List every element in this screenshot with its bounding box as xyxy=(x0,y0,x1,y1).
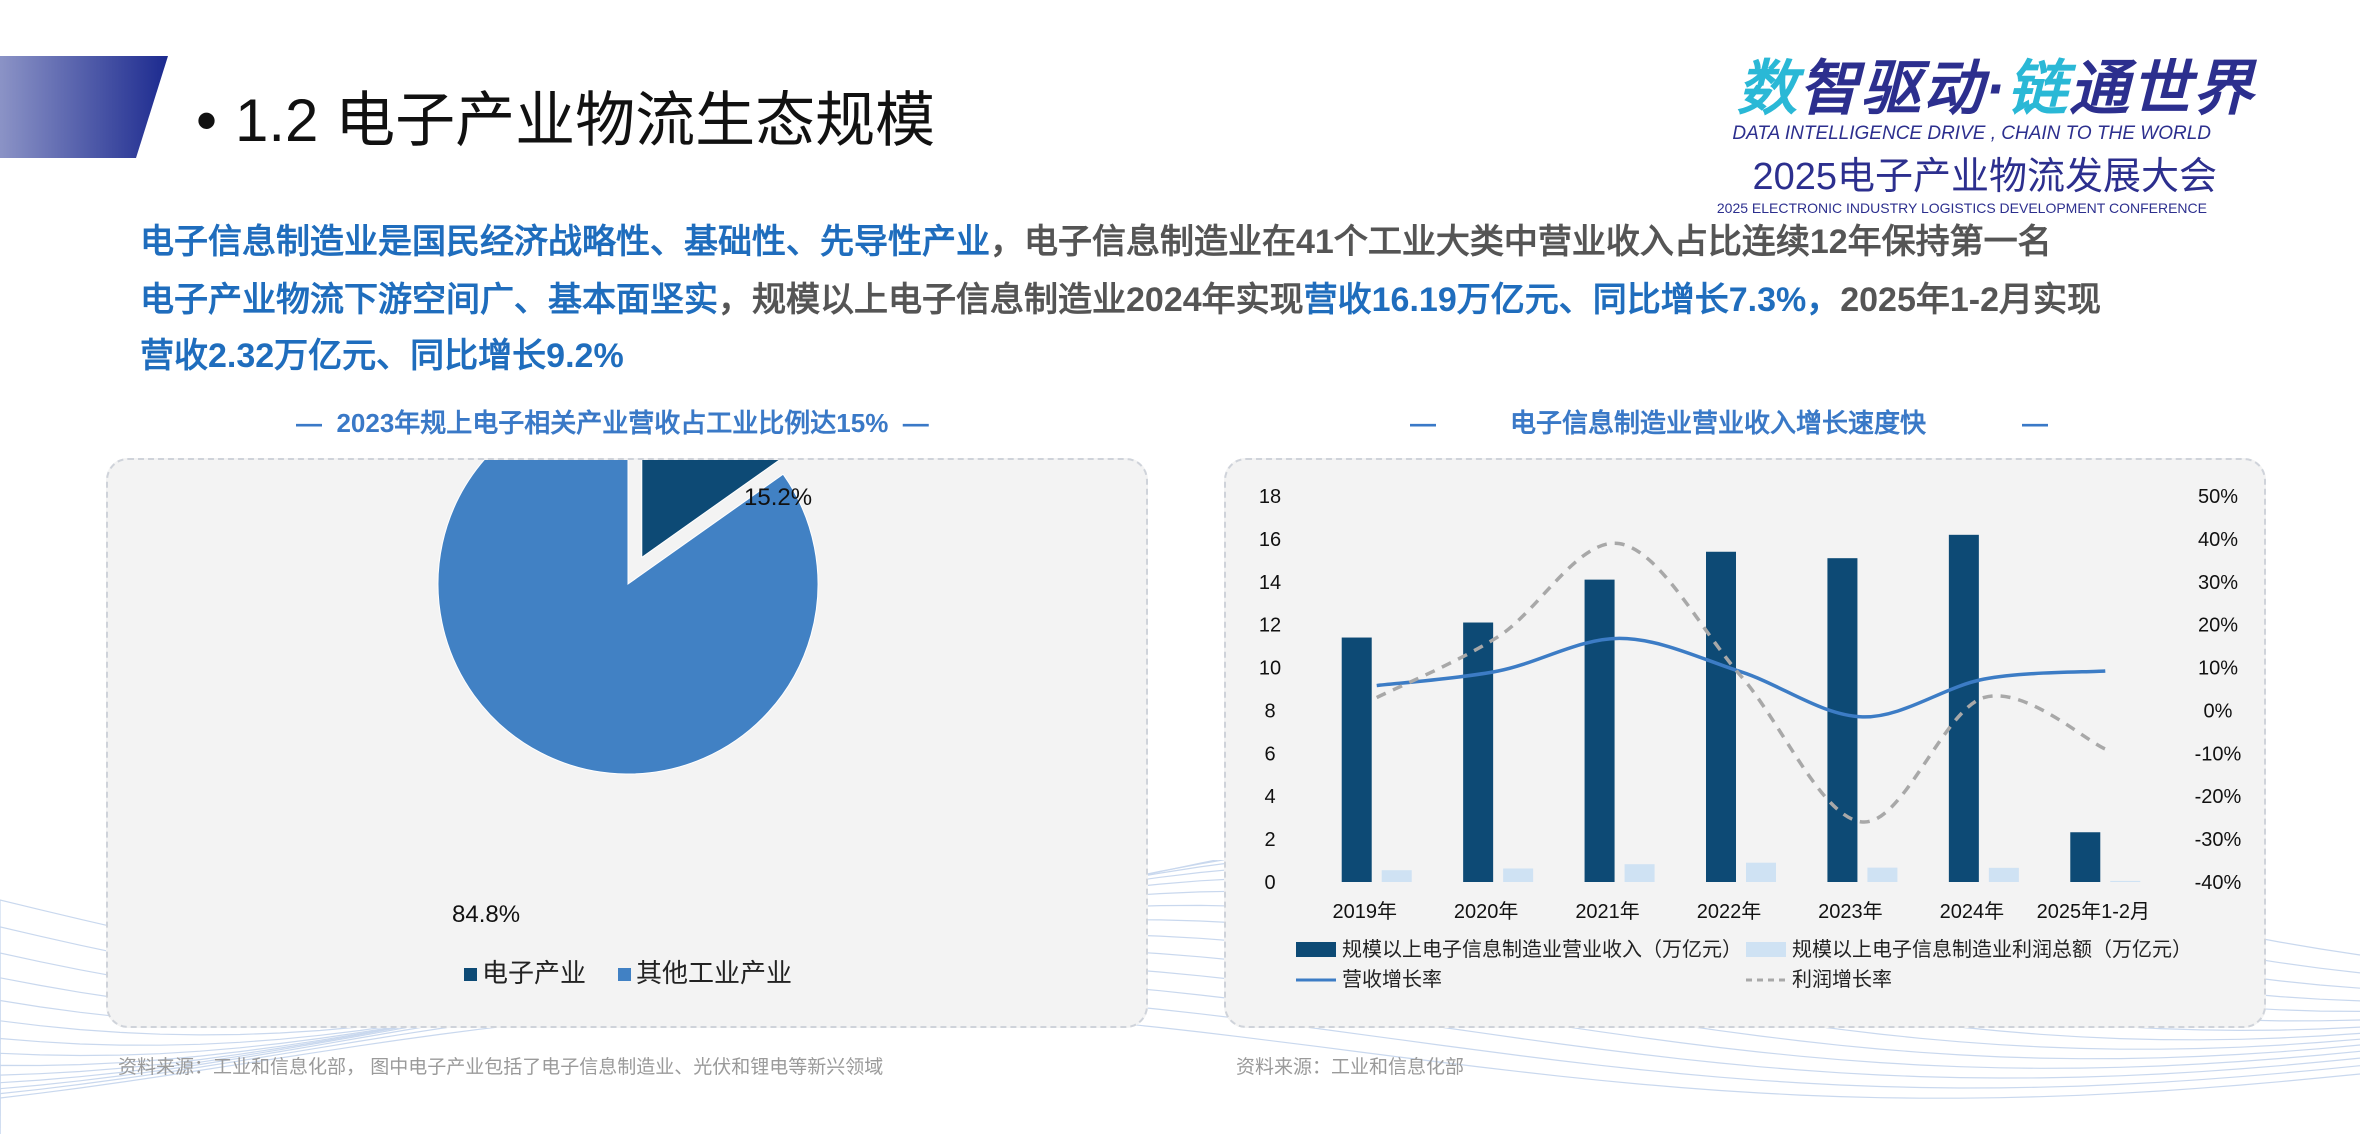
pie-chart-panel: 15.2% 84.8% 电子产业 其他工业产业 xyxy=(106,366,1148,1028)
x-tick-label: 2025年1-2月 xyxy=(2037,900,2150,923)
legend-swatch-1 xyxy=(1746,942,1786,957)
summary-paragraph-1: 电子信息制造业是国民经济战略性、基础性、先导性产业，电子信息制造业在41个工业大… xyxy=(140,223,2052,261)
wave-line xyxy=(0,991,2361,1134)
y-left-tick: 8 xyxy=(1264,700,1275,722)
bar-1-5 xyxy=(1988,867,2019,882)
bar-1-0 xyxy=(1381,870,1412,882)
pie-source-note: 资料来源：工业和信息化部， 图中电子产业包括了电子信息制造业、光伏和锂电等新兴领… xyxy=(118,1057,884,1078)
x-tick-label: 2020年 xyxy=(1454,900,1519,923)
bar-0-2 xyxy=(1584,579,1615,882)
bar-1-3 xyxy=(1746,862,1776,882)
page-title-text: 1.2 电子产业物流生态规模 xyxy=(235,87,936,154)
pie-label-other: 84.8% xyxy=(452,901,520,928)
y-right-tick: -10% xyxy=(2195,743,2242,765)
y-right-tick: -40% xyxy=(2195,872,2242,894)
y-left-tick: 18 xyxy=(1259,486,1281,508)
y-left-tick: 12 xyxy=(1259,615,1281,637)
y-left-tick: 16 xyxy=(1259,529,1281,551)
bar-0-6 xyxy=(2070,832,2101,882)
legend-swatch-0 xyxy=(1296,942,1336,957)
pie-legend-label-1: 其他工业产业 xyxy=(636,958,792,988)
line-series-1 xyxy=(1375,541,2107,824)
logo-slogan-en: DATA INTELLIGENCE DRIVE , CHAIN TO THE W… xyxy=(1732,123,2211,144)
y-right-tick: 0% xyxy=(2204,700,2233,722)
y-right-tick: 10% xyxy=(2198,658,2238,680)
y-left-tick: 2 xyxy=(1264,829,1275,851)
pie-label-electronic: 15.2% xyxy=(744,484,812,511)
wave-line xyxy=(0,933,2361,1116)
y-right-tick: 40% xyxy=(2198,529,2238,551)
x-tick-label: 2019年 xyxy=(1332,900,1397,923)
wave-line xyxy=(0,948,2361,1128)
combo-chart: 0 2 4 6 8 10 12 14 16 18 -40% -30% -20% -10% 0% 10% 20% 3… xyxy=(1259,486,2242,991)
y-right-tick: 30% xyxy=(2198,572,2238,594)
legend-label-0: 规模以上电子信息制造业营业收入（万亿元） xyxy=(1342,938,1742,961)
wave-line xyxy=(0,977,2361,1134)
bar-0-1 xyxy=(1463,622,1494,882)
wave-line xyxy=(0,1006,2361,1134)
bar-chart-title-row: — 电子信息制造业营业收入增长速度快 — xyxy=(1410,408,2049,438)
bar-0-0 xyxy=(1341,637,1372,882)
bar-1-6 xyxy=(2110,880,2141,882)
pie-chart: 15.2% 84.8% 电子产业 其他工业产业 xyxy=(437,366,819,988)
summary-paragraph-2: 电子产业物流下游空间广、基本面坚实，规模以上电子信息制造业2024年实现营收16… xyxy=(140,281,2102,375)
logo-conference-name: 2025电子产业物流发展大会 xyxy=(1752,156,2217,198)
x-tick-label: 2023年 xyxy=(1818,900,1883,923)
x-tick-label: 2024年 xyxy=(1940,900,2005,923)
pie-chart-title-row: — 2023年规上电子相关产业营收占工业比例达15% — xyxy=(296,408,929,438)
x-tick-label: 2021年 xyxy=(1575,900,1640,923)
legend-label-1: 规模以上电子信息制造业利润总额（万亿元） xyxy=(1792,938,2192,961)
pie-legend-label-0: 电子产业 xyxy=(482,958,586,988)
bar-0-4 xyxy=(1827,558,1858,882)
legend-label-2: 营收增长率 xyxy=(1342,968,1442,991)
combo-chart-panel: 0 2 4 6 8 10 12 14 16 18 -40% -30% -20% -10% 0% 10% 20% 3… xyxy=(1224,458,2266,1028)
bar-1-1 xyxy=(1503,868,1534,882)
logo-conference-name-en: 2025 ELECTRONIC INDUSTRY LOGISTICS DEVEL… xyxy=(1716,200,2207,216)
bar-1-4 xyxy=(1867,867,1898,882)
y-left-tick: 6 xyxy=(1264,743,1275,765)
page-title: • 1.2 电子产业物流生态规模 xyxy=(196,87,936,154)
pie-chart-title: 2023年规上电子相关产业营收占工业比例达15% xyxy=(336,408,889,438)
bar-0-3 xyxy=(1706,551,1736,882)
y-right-tick: -20% xyxy=(2195,786,2242,808)
line-series-0 xyxy=(1376,636,2106,719)
y-left-tick: 0 xyxy=(1264,872,1275,894)
y-right-tick: 20% xyxy=(2198,615,2238,637)
logo-slogan: 数智驱动·链通世界 xyxy=(1737,55,2255,122)
legend-label-3: 利润增长率 xyxy=(1792,968,1892,991)
conference-logo: 数智驱动·链通世界 DATA INTELLIGENCE DRIVE , CHAI… xyxy=(1695,40,2255,216)
pie-legend-swatch-1 xyxy=(618,968,631,981)
y-right-tick: 50% xyxy=(2198,486,2238,508)
y-left-tick: 14 xyxy=(1259,572,1281,594)
bar-source-note: 资料来源：工业和信息化部 xyxy=(1236,1057,1465,1078)
bar-chart-title: 电子信息制造业营业收入增长速度快 xyxy=(1510,408,1927,438)
y-left-tick: 4 xyxy=(1264,786,1275,808)
x-tick-label: 2022年 xyxy=(1697,900,1762,923)
header-accent-band xyxy=(0,56,168,158)
bar-1-2 xyxy=(1624,864,1655,882)
pie-legend-swatch-0 xyxy=(464,968,477,981)
y-left-tick: 10 xyxy=(1259,658,1281,680)
bar-0-5 xyxy=(1948,534,1979,882)
wave-line xyxy=(0,962,2361,1134)
y-right-tick: -30% xyxy=(2195,829,2242,851)
